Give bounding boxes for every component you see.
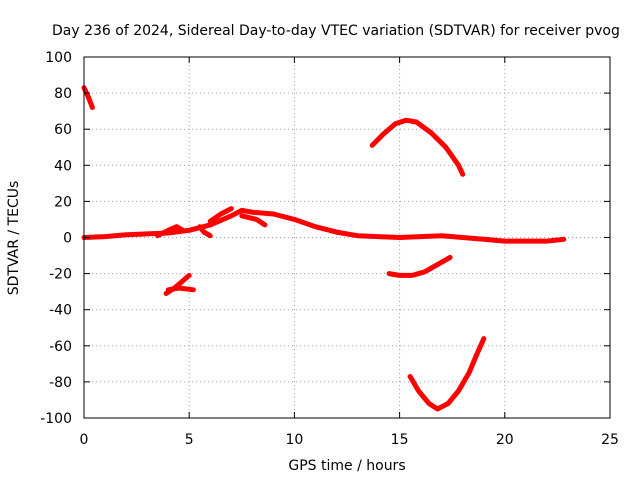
y-tick-label: -80 [49, 375, 72, 391]
axis-ticks [83, 56, 611, 419]
y-tick-label: 0 [63, 231, 72, 247]
grid-lines [84, 57, 610, 418]
y-tick-label: 100 [45, 50, 72, 66]
y-tick-label: 20 [54, 194, 72, 210]
y-tick-label: -20 [49, 267, 72, 283]
y-tick-labels: 100 80 60 40 20 0 -20 -40 -60 -80 -100 [40, 50, 72, 427]
track-lower-arc [407, 336, 487, 412]
track-left-negative-b [165, 285, 196, 293]
y-tick-label: 80 [54, 86, 72, 102]
y-tick-label: 40 [54, 158, 72, 174]
track-early-descent [81, 85, 95, 110]
y-axis-label: SDTVAR / TECUs [6, 181, 22, 296]
plot-frame [83, 56, 611, 419]
x-tick-label: 10 [285, 432, 303, 448]
y-tick-label: -40 [49, 303, 72, 319]
y-tick-label: -60 [49, 339, 72, 355]
x-tick-label: 5 [185, 432, 194, 448]
x-tick-label: 15 [391, 432, 409, 448]
track-dip-near-5-5 [197, 224, 213, 239]
y-tick-label: -100 [40, 411, 72, 427]
x-tick-label: 0 [80, 432, 89, 448]
y-tick-label: 60 [54, 122, 72, 138]
x-tick-labels: 0 5 10 15 20 25 [80, 432, 619, 448]
x-axis-label: GPS time / hours [288, 458, 405, 474]
x-tick-label: 20 [496, 432, 514, 448]
track-upper-arc [369, 117, 466, 177]
track-spike-near-4 [155, 224, 186, 239]
x-tick-label: 25 [601, 432, 619, 448]
track-mid-negative [386, 254, 453, 278]
track-offshoot-near-8 [239, 213, 268, 228]
chart-title: Day 236 of 2024, Sidereal Day-to-day VTE… [52, 23, 620, 39]
data-series [81, 85, 567, 412]
track-bump-near-6 [207, 206, 234, 224]
